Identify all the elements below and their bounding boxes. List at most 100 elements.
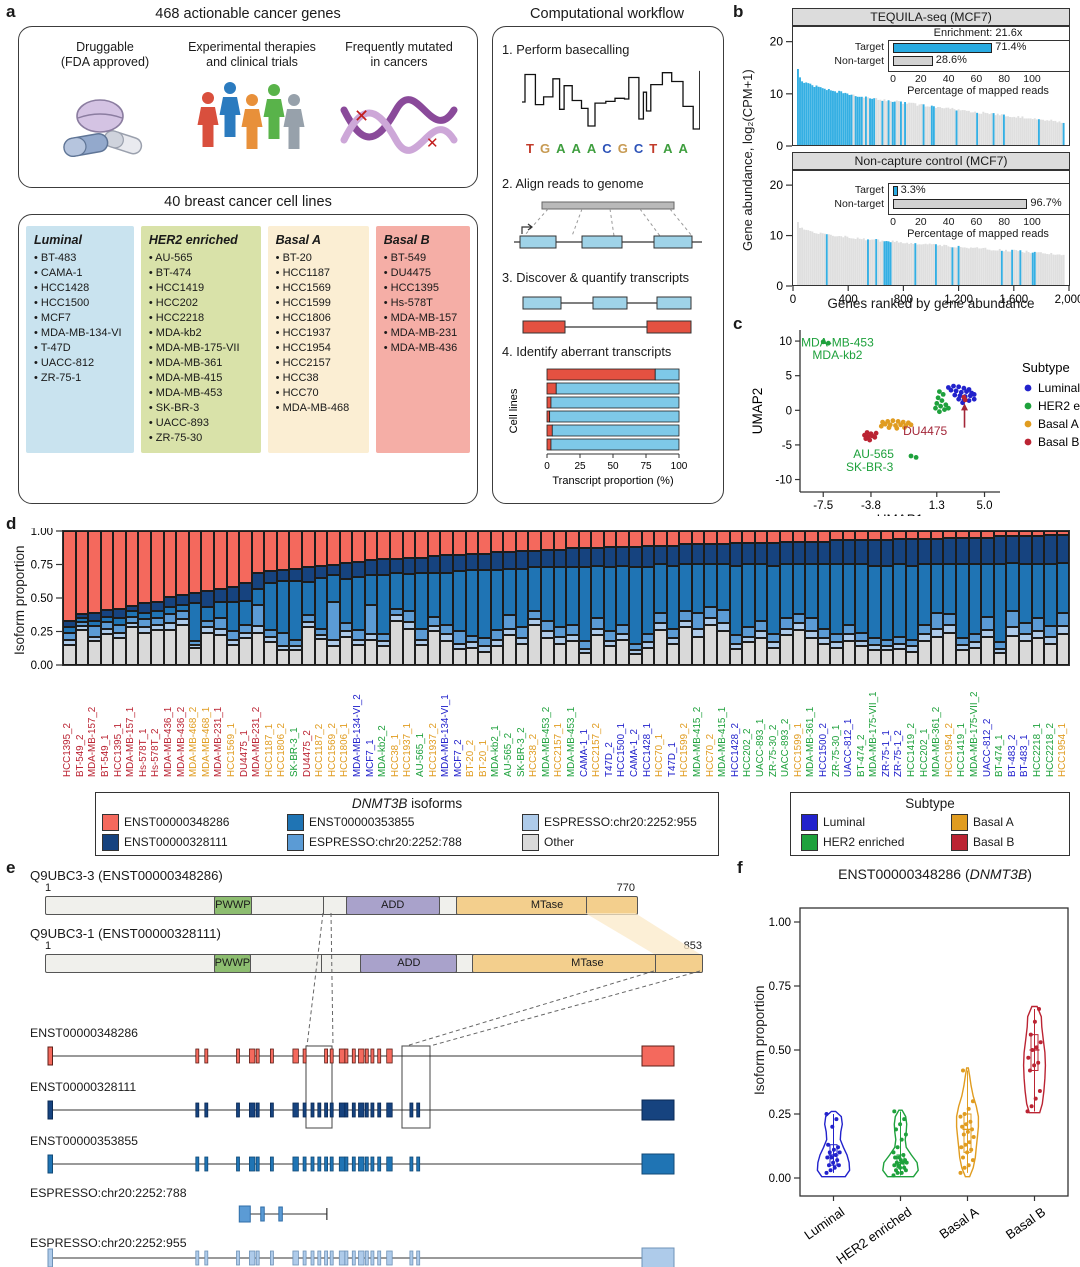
d-bar bbox=[981, 531, 994, 665]
d-bar-segment bbox=[868, 565, 881, 639]
d-bar bbox=[930, 531, 944, 665]
mtase-zoom-wedge bbox=[585, 913, 700, 954]
d-bar-segment bbox=[213, 635, 227, 665]
exon bbox=[370, 1102, 375, 1118]
c-legend-label: HER2 enriched bbox=[1038, 399, 1080, 413]
d-bar-label: HCC1428_1 bbox=[641, 723, 653, 777]
mini-chart-xtick: 50 bbox=[607, 461, 619, 472]
d-bar-segment bbox=[151, 618, 164, 625]
d-bar-segment bbox=[956, 537, 969, 565]
exon bbox=[370, 1250, 375, 1266]
d-bar-segment bbox=[930, 564, 944, 613]
c-xtick: -3.8 bbox=[861, 500, 881, 512]
umap-point bbox=[935, 395, 941, 401]
exon bbox=[329, 1048, 334, 1064]
d-bar-segment bbox=[503, 568, 516, 616]
d-bar-label: MDA-MB-134-VI_2 bbox=[351, 694, 363, 777]
cell-lines-title: 40 breast cancer cell lines bbox=[164, 194, 332, 210]
d-bar-label: MDA-kb2_2 bbox=[377, 725, 389, 777]
d-bar-segment bbox=[151, 611, 164, 619]
gene-bar bbox=[939, 244, 942, 285]
d-bar-segment bbox=[490, 630, 504, 640]
d-bar-segment bbox=[993, 536, 1007, 565]
d-bar-segment bbox=[1006, 611, 1019, 628]
gene-bar bbox=[858, 96, 861, 145]
gene-bar bbox=[821, 88, 824, 145]
nontarget-value: 28.6% bbox=[935, 54, 967, 66]
violin-point bbox=[1032, 1063, 1037, 1068]
violin-point bbox=[961, 1068, 965, 1073]
violin-point bbox=[1025, 1109, 1030, 1114]
d-bar-segment bbox=[918, 624, 931, 635]
cell-line-item: • MDA-MB-415 bbox=[148, 372, 223, 384]
exon bbox=[302, 1048, 307, 1064]
cell-line-item: • BT-483 bbox=[34, 252, 77, 264]
d-bar-segment bbox=[415, 572, 428, 629]
d-bar bbox=[490, 531, 504, 665]
d-bar-segment bbox=[805, 631, 818, 639]
gene-bar bbox=[1058, 254, 1061, 285]
d-bar-segment bbox=[603, 567, 617, 632]
gene-bar bbox=[803, 229, 806, 285]
umap-point bbox=[820, 339, 826, 345]
gene-bar bbox=[974, 111, 977, 145]
c-annotation: MDA-kb2 bbox=[812, 348, 862, 362]
gene-bar bbox=[1021, 116, 1024, 145]
d-bar bbox=[1018, 531, 1032, 665]
exon bbox=[292, 1048, 299, 1064]
d-bar-segment bbox=[654, 531, 667, 546]
d-bar-segment bbox=[830, 647, 843, 665]
d-bar-segment bbox=[603, 531, 617, 548]
d-bar bbox=[163, 531, 177, 665]
d-bar-segment bbox=[138, 603, 152, 613]
d-bar-segment bbox=[390, 620, 403, 665]
f-ytick: 0.50 bbox=[769, 1045, 791, 1057]
d-bar-label: MCF7_2 bbox=[452, 739, 464, 777]
d-bar-segment bbox=[100, 531, 114, 611]
exon bbox=[292, 1156, 299, 1172]
gene-bar bbox=[961, 110, 964, 145]
gene-bar bbox=[920, 103, 923, 145]
d-bar bbox=[1044, 531, 1057, 665]
d-bar-segment bbox=[578, 652, 592, 665]
base-letter: A bbox=[663, 141, 673, 156]
isoform-legend-entry: ENST00000328111 bbox=[102, 832, 287, 852]
c-xtick: 1.3 bbox=[929, 500, 945, 512]
cell-line-item: • HCC1569 bbox=[275, 282, 331, 294]
violin-point bbox=[969, 1147, 974, 1152]
umap-point bbox=[872, 434, 878, 440]
exon bbox=[364, 1048, 369, 1064]
person-icon bbox=[197, 92, 219, 147]
d-bar-segment bbox=[540, 631, 554, 639]
d-bar-segment bbox=[855, 640, 868, 647]
d-bar-label: HCC1419_2 bbox=[906, 723, 918, 777]
d-bar-segment bbox=[503, 628, 516, 636]
umap-point bbox=[938, 403, 943, 409]
d-bar-segment bbox=[729, 531, 743, 544]
d-bar-segment bbox=[352, 531, 365, 562]
d-bar-segment bbox=[100, 616, 114, 623]
d-bar-segment bbox=[943, 624, 957, 633]
d-bar-segment bbox=[213, 602, 227, 619]
gene-bar bbox=[1044, 120, 1047, 145]
subtype-legend-title: Subtype bbox=[905, 796, 955, 811]
d-bar-segment bbox=[440, 531, 453, 556]
d-bar-label: MDA-MB-361_1 bbox=[805, 706, 817, 777]
violin-point bbox=[833, 1153, 838, 1157]
cell-line-item: • MDA-MB-231 bbox=[383, 327, 458, 339]
d-bar-segment bbox=[264, 571, 277, 584]
d-bar bbox=[226, 531, 240, 665]
protein-domain-add: ADD bbox=[360, 953, 458, 973]
exon bbox=[310, 1250, 315, 1266]
exon bbox=[358, 1048, 365, 1064]
d-bar bbox=[1031, 531, 1045, 665]
person-icon bbox=[283, 94, 305, 149]
gene-bar bbox=[834, 236, 836, 285]
d-bar-segment bbox=[654, 564, 667, 613]
aberrant-bar-blue bbox=[550, 438, 680, 451]
cell-line-item: • BT-549 bbox=[383, 252, 427, 264]
d-bar-segment bbox=[868, 650, 881, 665]
d-bar-segment bbox=[779, 564, 793, 619]
d-bar-segment bbox=[578, 531, 592, 549]
